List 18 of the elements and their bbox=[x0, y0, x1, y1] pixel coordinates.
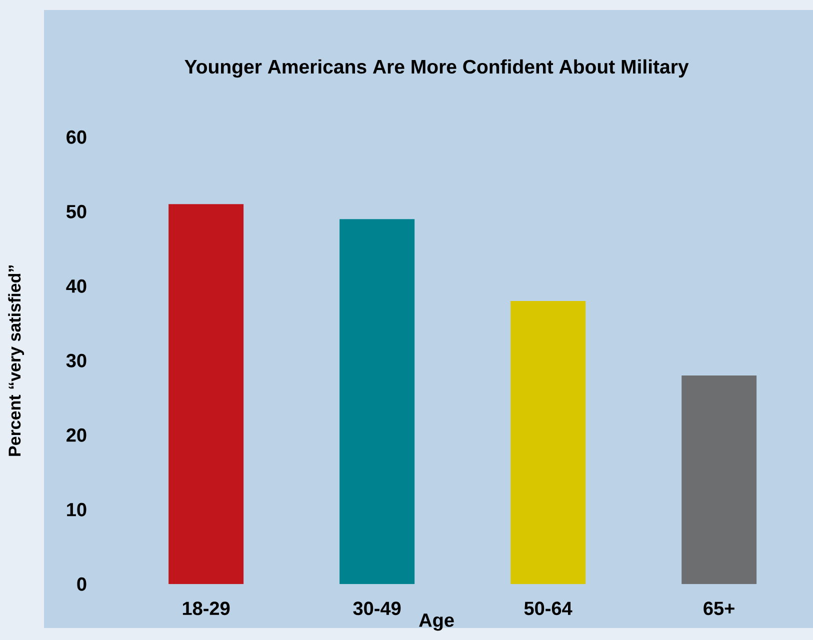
y-tick-label: 30 bbox=[66, 354, 86, 368]
y-tick-label: 20 bbox=[66, 428, 86, 442]
x-tick-label: 50-64 bbox=[524, 602, 572, 616]
y-axis-title: Percent “very satisfied” bbox=[8, 266, 24, 456]
bar bbox=[168, 204, 244, 584]
x-tick-label: 30-49 bbox=[353, 602, 401, 616]
y-tick-label: 40 bbox=[66, 279, 86, 293]
bar bbox=[510, 301, 586, 584]
x-tick-label: 18-29 bbox=[182, 602, 230, 616]
bar bbox=[340, 219, 415, 584]
y-tick-label: 50 bbox=[66, 204, 86, 218]
y-tick-label: 10 bbox=[67, 502, 86, 516]
y-tick-label: 60 bbox=[66, 130, 86, 144]
bar bbox=[682, 376, 757, 584]
chart-title: Younger Americans Are More Confident About Military bbox=[184, 59, 689, 78]
y-tick-label: 0 bbox=[77, 577, 86, 591]
x-tick-label: 65+ bbox=[704, 602, 734, 616]
x-axis-title: Age bbox=[419, 614, 454, 631]
